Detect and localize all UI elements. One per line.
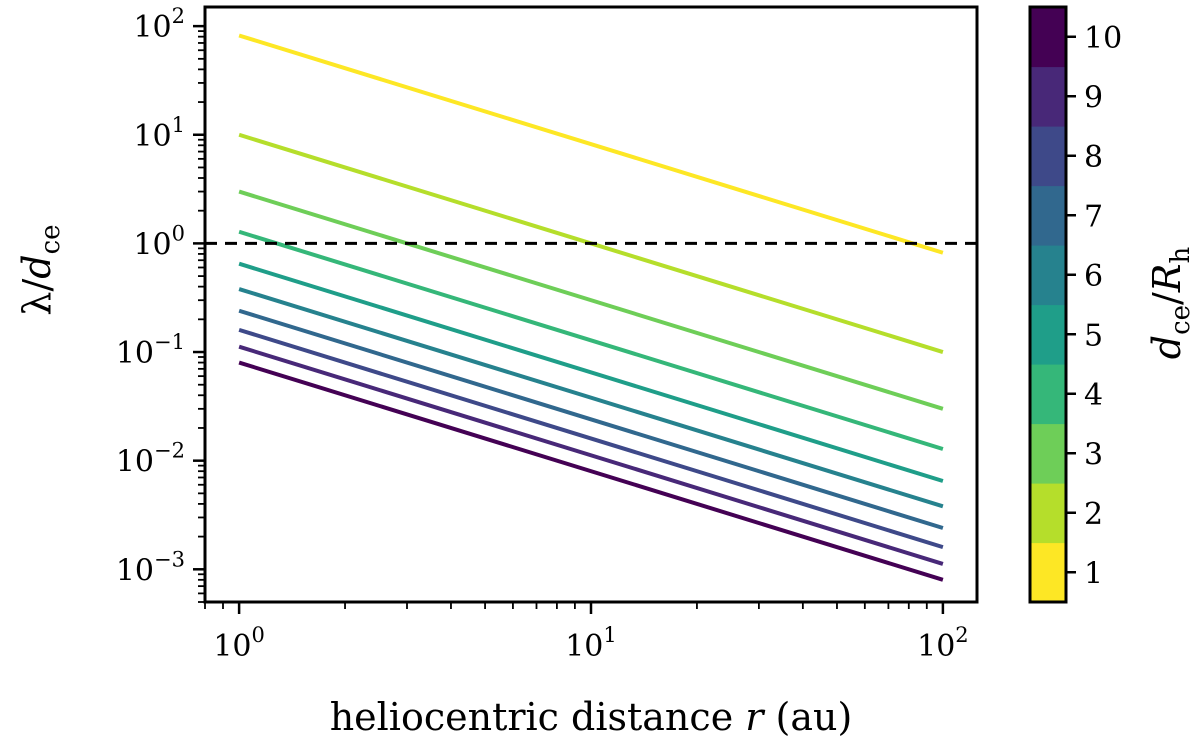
y-axis-label: λ/dce — [15, 224, 66, 315]
y-axis-ticks: 10−3 10−2 10−1 100 101 102 — [116, 4, 205, 603]
colorbar-segment-3 — [1030, 423, 1066, 484]
colorbar-tick-label: 10 — [1084, 21, 1122, 56]
series-line-1 — [238, 33, 944, 255]
x-tick-label: 101 — [565, 623, 617, 664]
colorbar-segment-8 — [1030, 126, 1066, 187]
series-line-6 — [238, 287, 944, 509]
x-tick-label: 100 — [213, 623, 265, 664]
y-tick-label: 102 — [133, 4, 185, 45]
colorbar-segment-7 — [1030, 185, 1066, 246]
series-line-10 — [238, 360, 944, 582]
series-line-9 — [238, 344, 944, 566]
y-tick-label: 10−1 — [116, 330, 185, 371]
y-tick-label: 100 — [133, 221, 185, 262]
colorbar-tick-label: 2 — [1084, 497, 1103, 532]
colorbar-tick-label: 4 — [1084, 378, 1103, 413]
series-line-5 — [238, 261, 944, 483]
colorbar-tick-label: 6 — [1084, 259, 1103, 294]
colorbar-tick-label: 8 — [1084, 140, 1103, 175]
x-axis-ticks: 100 101 102 — [204, 602, 969, 664]
plot-frame — [203, 5, 979, 604]
colorbar-tick-label: 1 — [1084, 556, 1103, 591]
colorbar-label: dce/Rh — [1145, 247, 1196, 360]
y-tick-label: 10−2 — [116, 439, 185, 480]
colorbar-segment-1 — [1030, 542, 1066, 603]
series-line-3 — [238, 189, 944, 411]
x-tick-label: 102 — [917, 623, 969, 664]
y-tick-label: 10−3 — [116, 547, 185, 588]
series-layer — [238, 33, 944, 582]
colorbar-frame — [1028, 5, 1068, 604]
colorbar-segment-6 — [1030, 245, 1066, 306]
colorbar-segment-4 — [1030, 364, 1066, 425]
series-line-8 — [238, 327, 944, 550]
colorbar-tick-label: 7 — [1084, 199, 1103, 234]
colorbar-tick-label: 9 — [1084, 80, 1103, 115]
x-axis-label: heliocentric distance r (au) — [330, 695, 853, 739]
colorbar: 1 2 3 4 5 6 7 8 9 10 — [1028, 5, 1122, 604]
colorbar-segment-5 — [1030, 304, 1066, 365]
series-line-4 — [238, 229, 944, 451]
colorbar-tick-label: 3 — [1084, 437, 1103, 472]
colorbar-segment-9 — [1030, 66, 1066, 127]
colorbar-segment-10 — [1030, 7, 1066, 68]
colorbar-segment-2 — [1030, 483, 1066, 544]
y-tick-label: 101 — [133, 113, 185, 154]
colorbar-tick-label: 5 — [1084, 318, 1103, 353]
series-line-7 — [238, 308, 944, 530]
